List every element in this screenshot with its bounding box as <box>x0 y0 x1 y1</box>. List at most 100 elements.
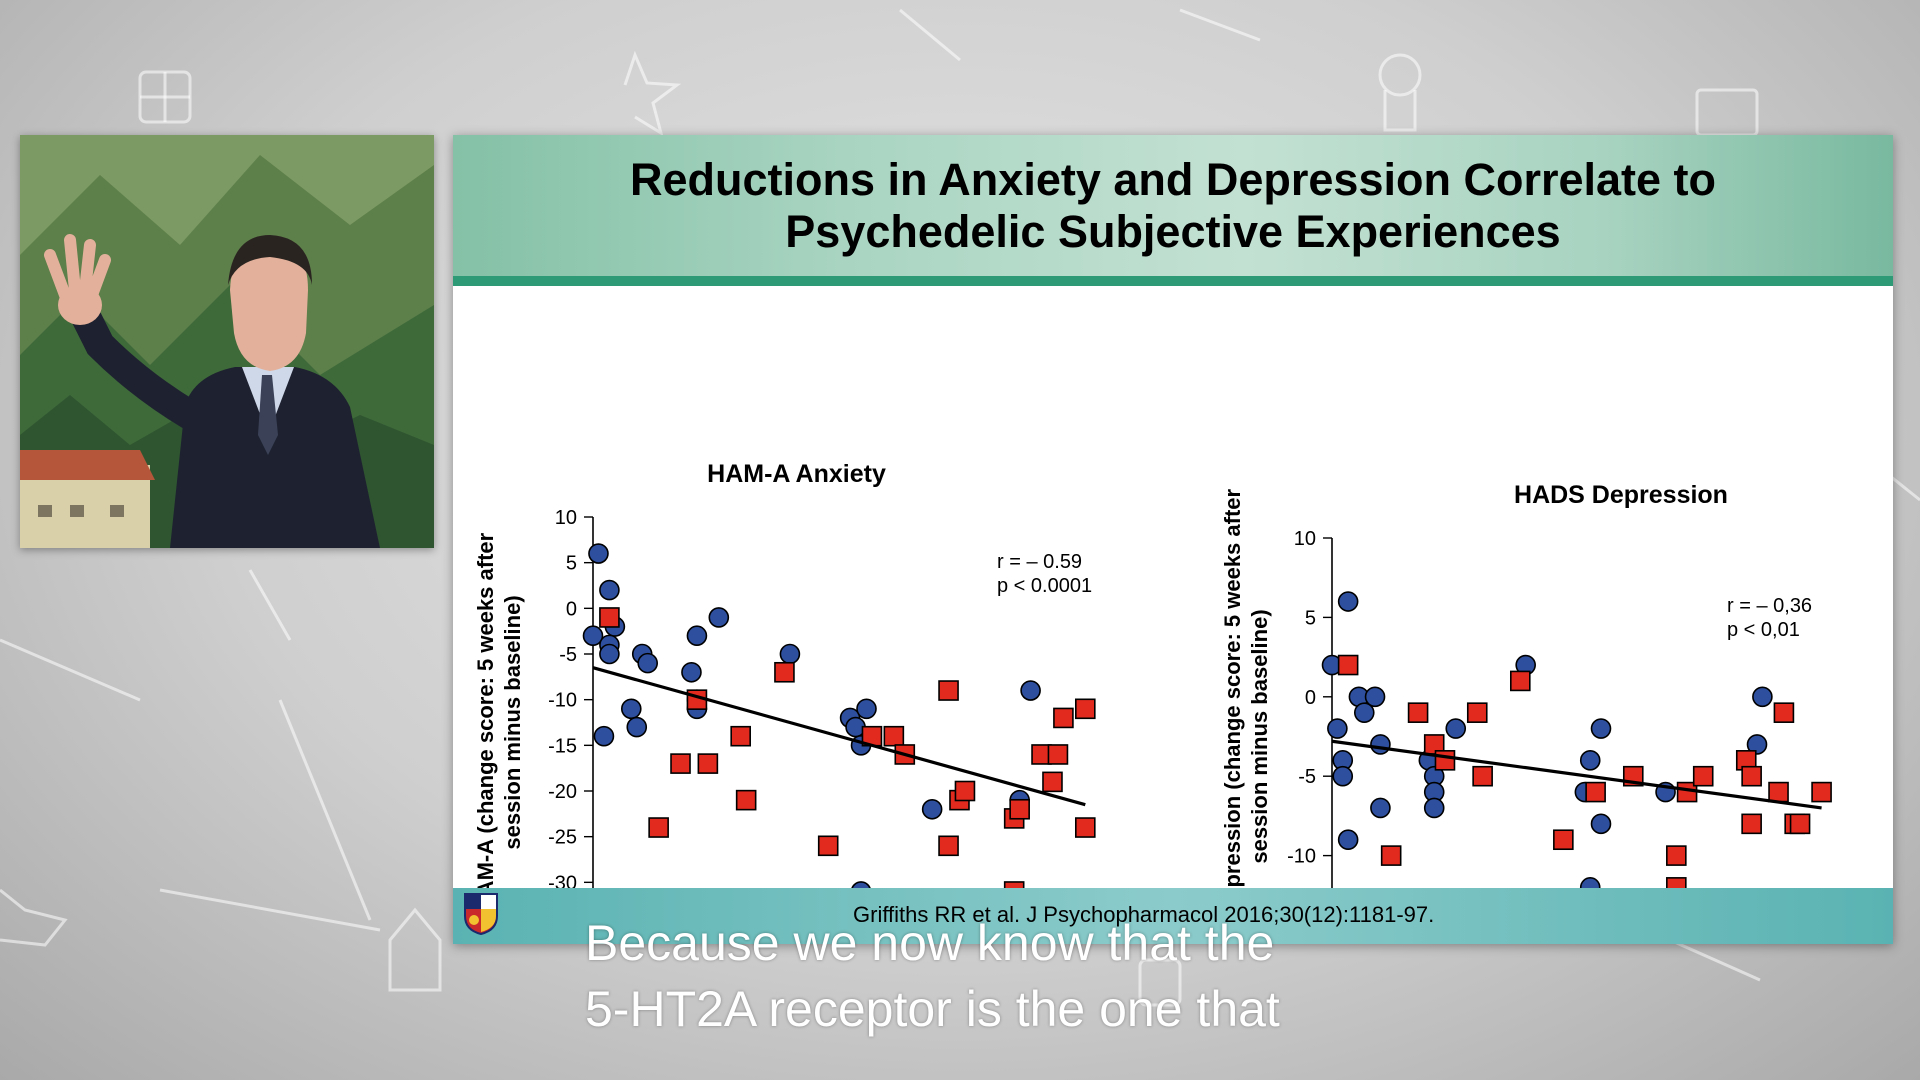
depression-square-point <box>1466 702 1488 723</box>
depression-circle-point <box>1590 813 1612 835</box>
anxiety-circle-point <box>599 579 620 601</box>
anxiety-y-tick-label: 10 <box>555 507 577 529</box>
depression-circle-point <box>1353 702 1375 723</box>
depression-square-point <box>1407 702 1429 723</box>
anxiety-y-tick-label: 0 <box>566 598 577 620</box>
anxiety-square-point <box>883 725 905 747</box>
depression-square-point <box>1434 750 1456 771</box>
anxiety-y-tick-label: -25 <box>548 827 577 849</box>
depression-chart-title: HADS Depression <box>1514 481 1728 509</box>
depression-p-value: p < 0,01 <box>1727 619 1800 641</box>
anxiety-circle-point <box>599 643 620 665</box>
depression-y-tick-label: 5 <box>1305 607 1316 629</box>
depression-circle-point <box>1590 718 1612 739</box>
depression-y-tick-label: 0 <box>1305 687 1316 709</box>
anxiety-regression-line <box>592 666 1086 807</box>
anxiety-circle-point <box>626 716 648 738</box>
depression-square-point <box>1789 813 1811 835</box>
depression-circle-point <box>1364 686 1386 708</box>
presentation-slide: Reductions in Anxiety and Depression Cor… <box>453 135 1893 944</box>
caption-line1: Because we now know that the <box>585 915 1275 971</box>
depression-square-point <box>1692 765 1714 787</box>
slide-title: Reductions in Anxiety and Depression Cor… <box>523 154 1823 258</box>
depression-y-tick-label: 10 <box>1294 528 1316 550</box>
depression-chart-svg: HADS Depression1050-5-10-15020406080100T… <box>1220 481 1871 944</box>
depression-chart: HADS Depression1050-5-10-15020406080100T… <box>1188 290 1893 944</box>
depression-square-point <box>1741 813 1762 835</box>
anxiety-y-axis-title-line2: session minus baseline) <box>500 595 525 849</box>
depression-circle-point <box>1337 829 1359 851</box>
anxiety-y-tick-label: 5 <box>566 553 577 575</box>
anxiety-square-point <box>697 753 719 774</box>
anxiety-square-point <box>938 680 959 701</box>
anxiety-circle-point <box>921 798 943 820</box>
slide-footer: Griffiths RR et al. J Psychopharmacol 20… <box>453 888 1893 944</box>
anxiety-circle-point <box>588 543 609 564</box>
anxiety-p-value: p < 0.0001 <box>997 575 1092 597</box>
anxiety-circle-point <box>593 725 615 747</box>
depression-square-point <box>1666 845 1687 866</box>
depression-circle-point <box>1579 750 1601 771</box>
depression-square-point <box>1509 670 1531 692</box>
anxiety-square-point <box>1047 744 1069 765</box>
anxiety-r-value: r = – 0.59 <box>997 551 1082 573</box>
depression-y-tick-label: -5 <box>1298 766 1316 788</box>
depression-circle-point <box>1746 734 1768 755</box>
anxiety-y-tick-label: -20 <box>548 781 577 803</box>
depression-y-axis-title-line2: session minus baseline) <box>1247 609 1272 863</box>
slide-header: Reductions in Anxiety and Depression Cor… <box>453 135 1893 286</box>
anxiety-y-axis-title-line1: HAM-A (change score: 5 weeks after <box>473 532 498 912</box>
anxiety-circle-point <box>856 698 877 720</box>
anxiety-square-point <box>774 661 795 683</box>
anxiety-square-point <box>1053 707 1074 729</box>
depression-square-point <box>1768 781 1789 803</box>
anxiety-circle-point <box>681 661 702 683</box>
anxiety-circle-point <box>637 652 658 674</box>
speaker-video <box>20 135 434 548</box>
depression-square-point <box>1585 781 1606 803</box>
slide-title-line2: Psychedelic Subjective Experiences <box>785 205 1561 257</box>
anxiety-square-point <box>1074 817 1096 838</box>
depression-square-point <box>1553 829 1574 851</box>
anxiety-square-point <box>730 725 751 747</box>
depression-square-point <box>1472 765 1493 787</box>
anxiety-square-point <box>954 780 976 802</box>
anxiety-square-point <box>1074 698 1096 720</box>
depression-square-point <box>1773 702 1795 723</box>
anxiety-y-tick-label: -15 <box>548 735 577 757</box>
anxiety-square-point <box>648 817 669 838</box>
depression-square-point <box>1337 654 1359 676</box>
anxiety-y-tick-label: -5 <box>559 644 577 666</box>
anxiety-circle-point <box>620 698 642 720</box>
depression-y-axis-title-line1: HADS Depression (change score: 5 weeks a… <box>1220 488 1245 944</box>
depression-circle-point <box>1332 765 1354 787</box>
anxiety-circle-point <box>708 607 730 628</box>
anxiety-y-tick-label: -10 <box>548 690 577 712</box>
depression-circle-point <box>1370 797 1391 819</box>
anxiety-circle-point <box>1020 680 1041 701</box>
slide-title-line1: Reductions in Anxiety and Depression Cor… <box>629 153 1717 205</box>
anxiety-chart-svg: HAM-A Anxiety1050-5-10-15-20-25-30-35020… <box>473 460 1157 944</box>
subtitle-caption: Because we now know that the 5-HT2A rece… <box>585 910 1345 1042</box>
anxiety-square-point <box>670 753 691 774</box>
depression-circle-point <box>1337 591 1359 612</box>
depression-r-value: r = – 0,36 <box>1727 595 1812 617</box>
anxiety-square-point <box>599 607 620 628</box>
anxiety-square-point <box>817 835 839 857</box>
anxiety-circle-point <box>779 643 801 665</box>
logo-icon <box>464 893 498 936</box>
depression-y-tick-label: -10 <box>1287 846 1316 868</box>
depression-circle-point <box>1752 686 1773 708</box>
depression-regression-line <box>1331 739 1822 810</box>
depression-square-point <box>1811 781 1832 803</box>
anxiety-square-point <box>735 789 757 811</box>
depression-circle-point <box>1327 718 1348 739</box>
anxiety-circle-point <box>686 625 708 647</box>
depression-circle-point <box>1423 797 1445 819</box>
anxiety-chart: HAM-A Anxiety1050-5-10-15-20-25-30-35020… <box>453 290 1188 944</box>
caption-line2: 5-HT2A receptor is the one that <box>585 981 1280 1037</box>
depression-square-point <box>1741 765 1762 787</box>
depression-circle-point <box>1445 718 1467 739</box>
anxiety-square-point <box>1042 771 1063 793</box>
anxiety-circle-point <box>582 625 604 647</box>
